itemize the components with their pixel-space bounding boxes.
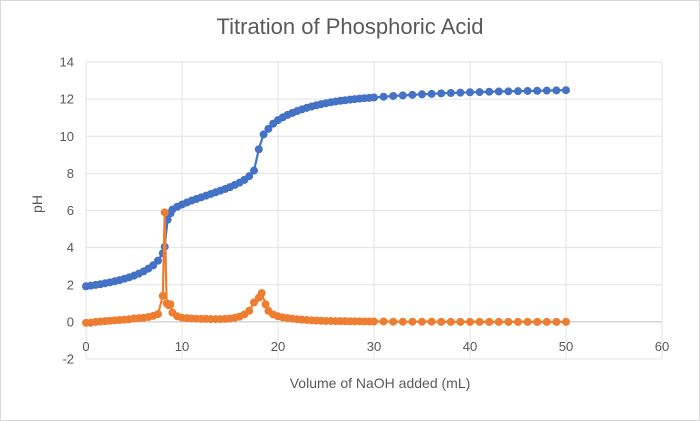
x-tick-label: 30	[367, 339, 381, 354]
series-1	[82, 86, 570, 291]
series-1-point	[389, 91, 398, 100]
series-1-point	[254, 145, 263, 154]
y-tick-label: 6	[67, 203, 74, 218]
series-2-point	[427, 317, 436, 326]
series-1-point	[245, 172, 254, 181]
y-tick-label: 14	[60, 55, 74, 70]
series-2-point	[475, 317, 484, 326]
series-1-point	[379, 92, 388, 101]
series-1-point	[264, 124, 273, 133]
chart-title: Titration of Phosphoric Acid	[216, 14, 484, 39]
series-2-point	[166, 300, 175, 309]
x-tick-label: 40	[463, 339, 477, 354]
series-2-point	[370, 317, 378, 326]
series-2-point	[552, 317, 561, 326]
series-2-point	[158, 291, 167, 300]
series-2-point	[154, 310, 162, 319]
series-2-point	[398, 317, 407, 326]
series-1-point	[466, 88, 474, 97]
x-tick-label: 0	[82, 339, 89, 354]
y-tick-label: 10	[60, 129, 74, 144]
series-2-point	[504, 317, 513, 326]
series-1-point	[398, 91, 407, 100]
series-1-point	[446, 88, 455, 97]
series-1-point	[533, 86, 542, 95]
x-tick-label: 60	[655, 339, 669, 354]
series-1-point	[427, 89, 436, 98]
series-2-point	[257, 289, 266, 298]
series-1-point	[475, 88, 484, 97]
series-1-point	[250, 166, 258, 175]
series-1-point	[370, 93, 378, 102]
series-2-point	[494, 317, 503, 326]
series-1-point	[154, 256, 162, 265]
series-2-point	[514, 317, 522, 326]
series-1-point	[408, 90, 417, 99]
y-tick-label: -2	[62, 352, 74, 367]
series-2-point	[466, 317, 474, 326]
x-axis-title: Volume of NaOH added (mL)	[289, 375, 471, 391]
y-tick-label: 8	[67, 166, 74, 181]
series-2-point	[523, 317, 532, 326]
series-2-point	[485, 317, 494, 326]
x-tick-label: 10	[175, 339, 189, 354]
series-2-line	[86, 211, 566, 324]
series-2-point	[245, 306, 254, 315]
series-1-point	[504, 87, 513, 96]
series-2-point	[379, 317, 388, 326]
series-1-point	[418, 90, 426, 99]
gridlines	[85, 61, 663, 360]
tick-labels: -2 0 2 4 6 8 10 12 14 0 10 20 30 40 50 60	[60, 55, 670, 367]
y-tick-label: 12	[60, 92, 74, 107]
series-1-point	[514, 87, 522, 96]
series-2-point	[542, 317, 551, 326]
series-2-point	[456, 317, 465, 326]
series-1-point	[552, 86, 561, 95]
series-2-point	[533, 317, 542, 326]
series-2-point	[408, 317, 417, 326]
y-tick-label: 4	[67, 240, 74, 255]
series-1-point	[485, 87, 494, 96]
series-1-point	[259, 130, 268, 139]
series-1-point	[562, 86, 570, 95]
series-1-point	[494, 87, 503, 96]
y-axis-title: pH	[29, 195, 45, 213]
series-2	[82, 208, 570, 327]
series-2-point	[261, 300, 270, 309]
series-2-point	[446, 317, 455, 326]
series-1-point	[437, 89, 446, 98]
x-tick-label: 50	[559, 339, 573, 354]
series-2-point	[389, 317, 398, 326]
series-1-point	[456, 88, 465, 97]
y-tick-label: 2	[67, 277, 74, 292]
series-1-point	[542, 86, 551, 95]
series-1-point	[523, 86, 532, 95]
series-2-point	[160, 208, 169, 217]
series-2-point	[418, 317, 426, 326]
series-layer	[82, 86, 570, 327]
series-2-point	[562, 317, 570, 326]
series-2-point	[437, 317, 446, 326]
x-tick-label: 20	[271, 339, 285, 354]
y-tick-label: 0	[67, 314, 74, 329]
